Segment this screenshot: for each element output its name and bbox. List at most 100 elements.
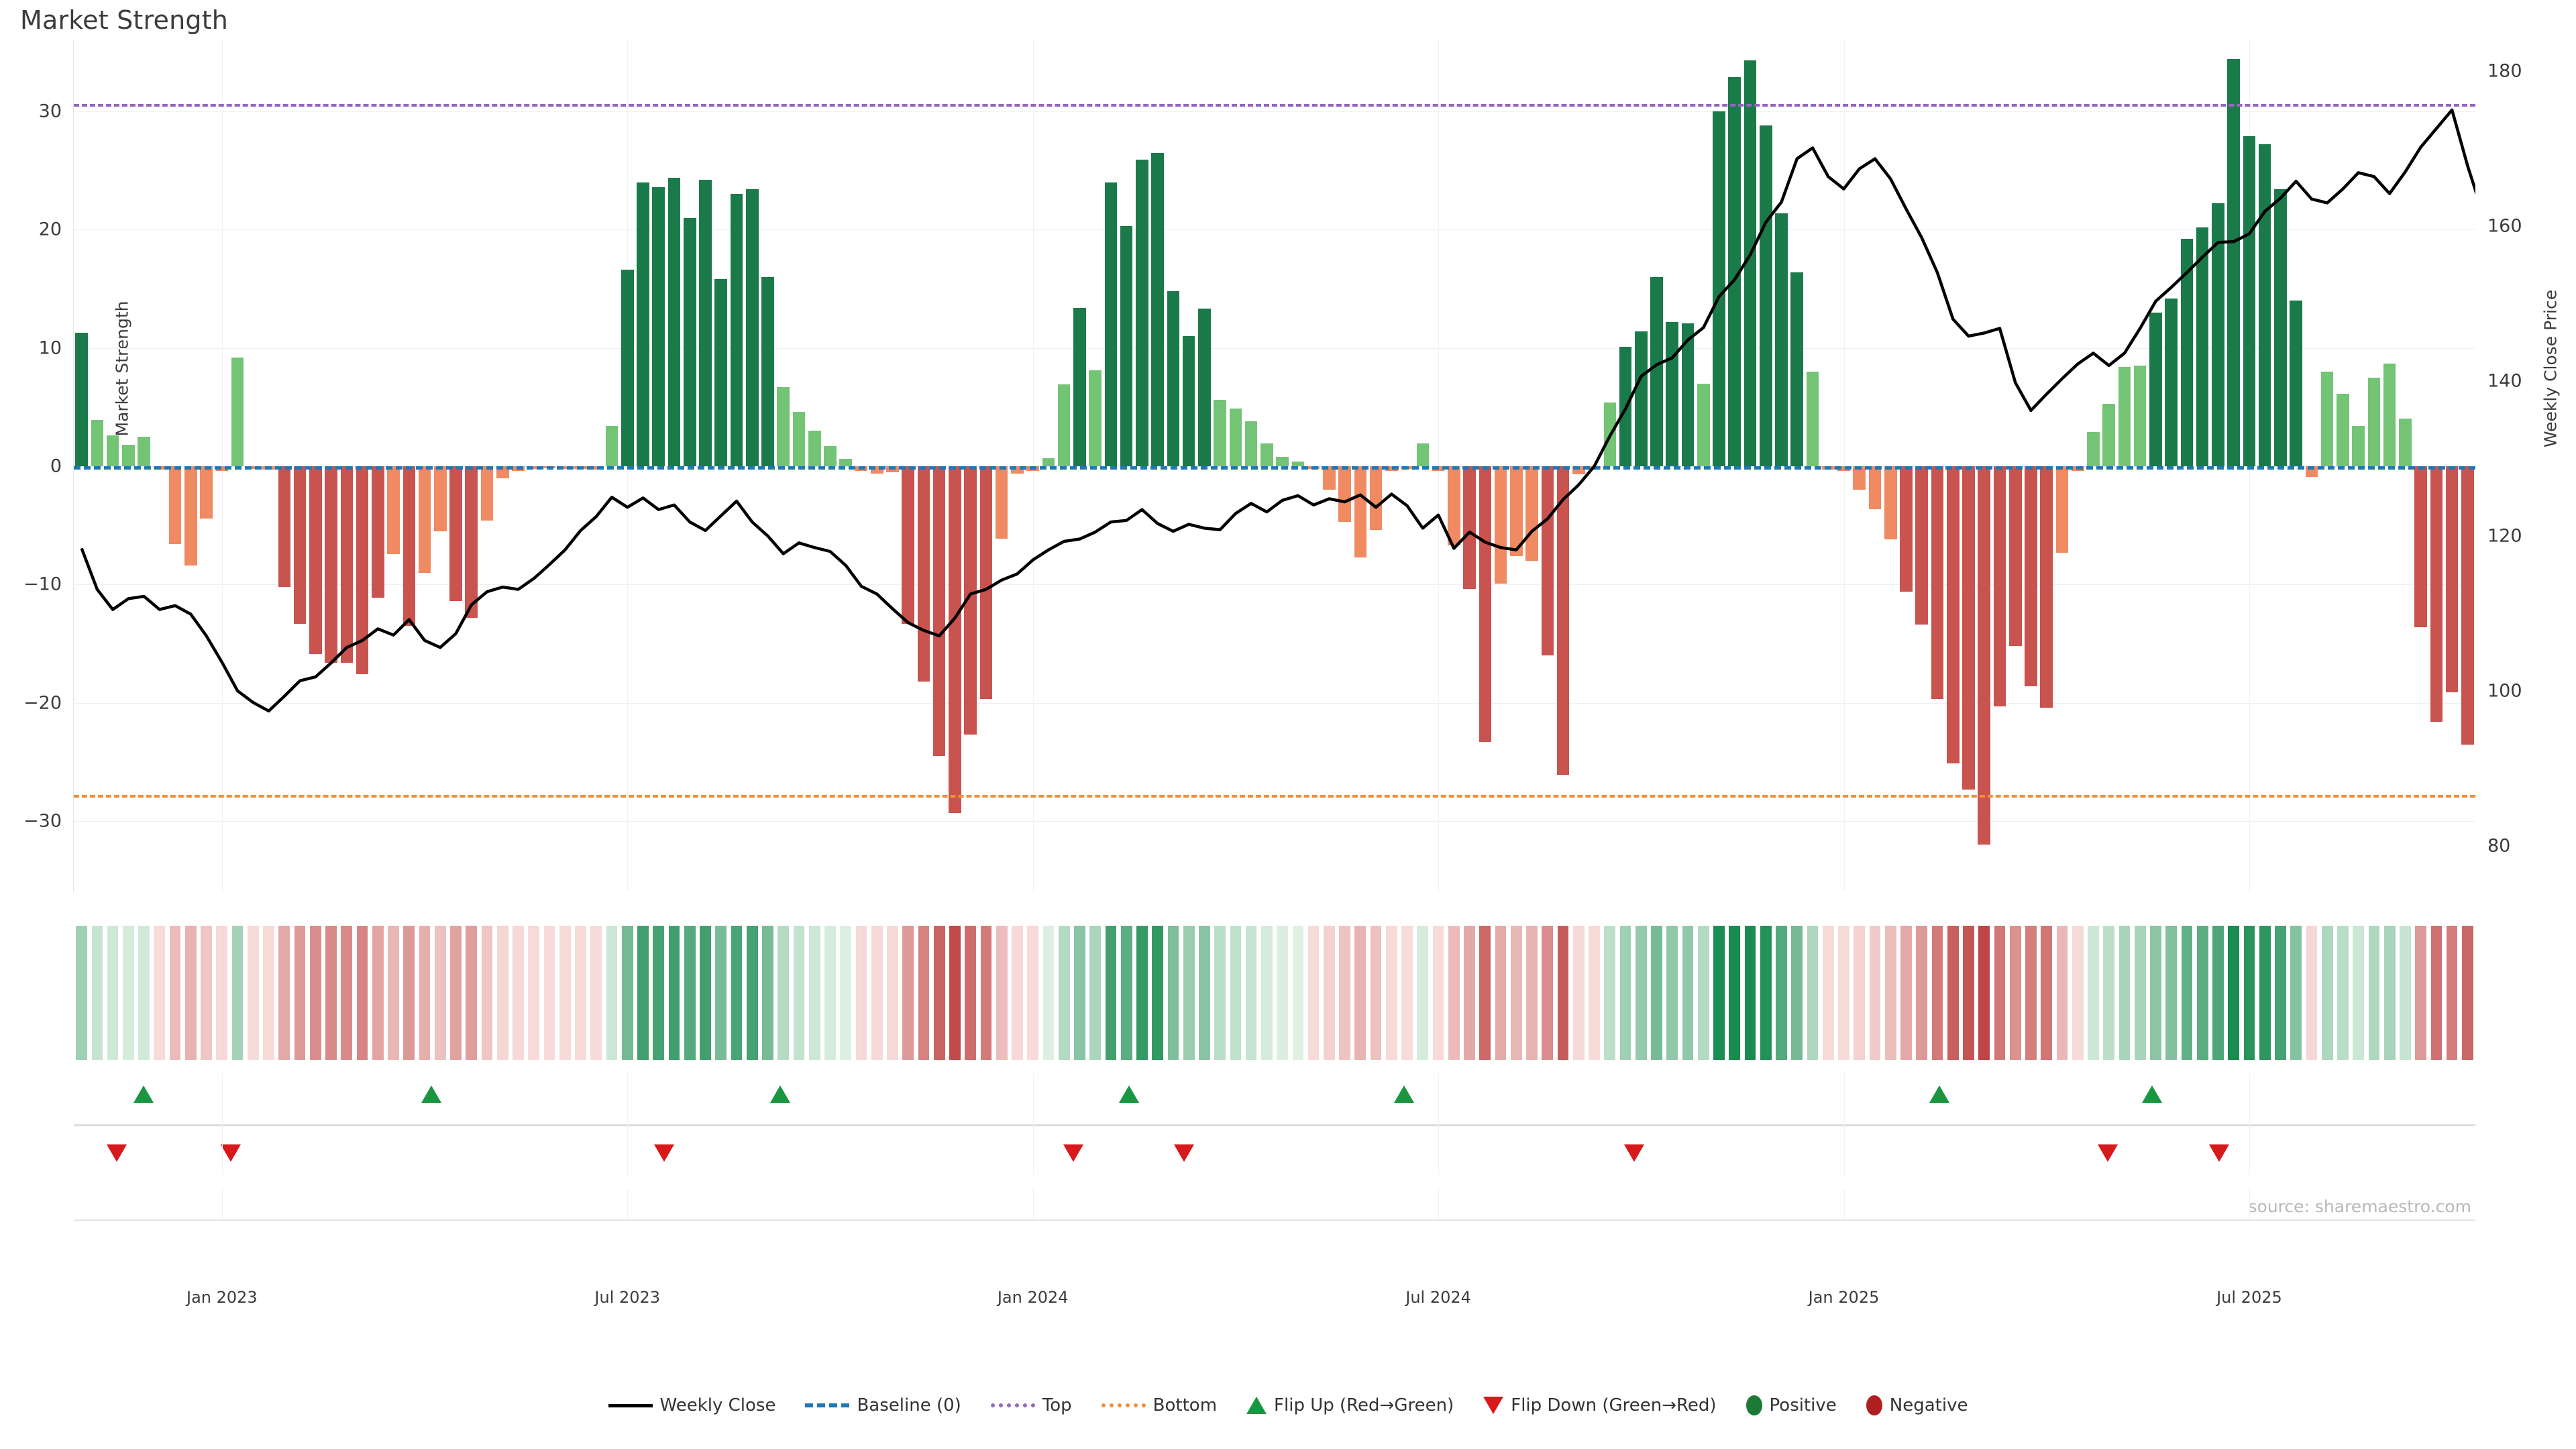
strength-bar <box>824 446 837 466</box>
flip-down-marker-icon <box>2209 1144 2230 1162</box>
gridline-vertical <box>1438 1187 1440 1220</box>
top-dotted-icon <box>990 1403 1035 1407</box>
positive-dot-icon <box>1746 1395 1762 1415</box>
legend-item-positive[interactable]: Positive <box>1746 1395 1837 1415</box>
heat-strip-cell <box>606 926 618 1060</box>
heat-strip-cell <box>918 926 930 1060</box>
strength-bar <box>2445 466 2459 692</box>
heat-strip-cell <box>2088 926 2099 1060</box>
market-strength-plot <box>74 40 2475 892</box>
heat-strip-cell <box>1729 926 1741 1060</box>
heat-strip-cell <box>434 926 446 1060</box>
heat-strip-cell <box>996 926 1008 1060</box>
legend-label: Positive <box>1769 1395 1837 1415</box>
heat-strip-cell <box>902 926 914 1060</box>
flip-down-icon <box>1483 1397 1504 1414</box>
heat-strip-cell <box>1869 926 1881 1060</box>
heat-strip-cell <box>231 926 244 1060</box>
heat-strip-cell <box>2383 926 2396 1060</box>
legend-item-bottom[interactable]: Bottom <box>1101 1395 1218 1415</box>
strength-bar <box>122 445 135 466</box>
y-axis-right-tick: 160 <box>2487 215 2522 237</box>
heat-strip-cell <box>2212 926 2224 1060</box>
strength-bar <box>839 459 852 466</box>
strength-bar <box>1416 443 1430 466</box>
strength-bar <box>2008 466 2022 647</box>
flip-up-marker-icon <box>133 1085 154 1103</box>
x-axis-tick-label: Jan 2025 <box>1808 1288 1880 1307</box>
heat-strip-cell <box>1292 926 1304 1060</box>
strength-bar <box>1276 456 1289 466</box>
heat-strip-cell <box>1791 926 1803 1060</box>
gridline-horizontal <box>74 584 2475 586</box>
x-axis-tick-label: Jan 2023 <box>186 1288 258 1307</box>
strength-bar <box>1900 466 1913 592</box>
heat-strip-cell <box>325 926 337 1060</box>
strength-bar <box>777 386 790 466</box>
strength-bar <box>1323 466 1336 490</box>
strength-bar <box>1354 466 1367 557</box>
strength-bar <box>2367 377 2381 466</box>
heat-strip-cell <box>980 926 992 1060</box>
chart-legend: Weekly Close Baseline (0) Top Bottom Flip Up… <box>0 1395 2576 1415</box>
heat-strip-cell <box>2150 926 2161 1060</box>
strength-bar <box>964 466 977 735</box>
heat-strip-cell <box>1339 926 1350 1060</box>
strength-bar <box>683 217 696 466</box>
heat-strip-cell <box>496 926 508 1060</box>
heat-strip-cell <box>138 926 150 1060</box>
gridline-vertical <box>2249 1187 2250 1220</box>
strength-bar <box>1510 466 1523 557</box>
heat-strip-cell <box>2196 926 2208 1060</box>
gridline-horizontal <box>74 821 2475 822</box>
strength-bar <box>1978 466 1991 845</box>
strength-bar <box>1650 276 1663 466</box>
legend-label: Bottom <box>1152 1395 1218 1415</box>
legend-item-weekly-close[interactable]: Weekly Close <box>608 1395 775 1415</box>
flip-up-marker-icon <box>1929 1085 1950 1103</box>
strength-bar <box>1868 466 1882 509</box>
heat-strip-cell <box>793 926 805 1060</box>
heat-strip-cell <box>1682 926 1694 1060</box>
strength-bar <box>1806 371 1819 466</box>
heat-strip-cell <box>1245 926 1257 1060</box>
heat-strip-cell <box>1604 926 1616 1060</box>
legend-label: Flip Up (Red→Green) <box>1274 1395 1454 1415</box>
strength-bar <box>1448 466 1460 546</box>
bottom-dotted-icon <box>1101 1403 1146 1407</box>
heat-strip-cell <box>1589 926 1600 1060</box>
legend-item-top[interactable]: Top <box>990 1395 1072 1415</box>
gridline-vertical <box>221 1073 223 1174</box>
heat-strip-cell <box>216 926 228 1060</box>
strength-bar <box>2025 466 2037 687</box>
strength-bar <box>1946 466 1960 763</box>
heat-strip-cell <box>762 926 773 1060</box>
heat-strip-cell <box>278 926 290 1060</box>
strength-bar <box>465 466 478 618</box>
heat-strip-cell <box>528 926 540 1060</box>
heat-strip-cell <box>2353 926 2364 1060</box>
gridline-vertical <box>1843 1187 1845 1220</box>
heat-strip-cell <box>2321 926 2333 1060</box>
legend-item-flip-up[interactable]: Flip Up (Red→Green) <box>1246 1395 1454 1415</box>
heat-strip-cell <box>201 926 212 1060</box>
y-axis-left-tick: 30 <box>38 101 62 122</box>
y-axis-left-tick: −10 <box>23 574 62 595</box>
legend-item-flip-down[interactable]: Flip Down (Green→Red) <box>1483 1395 1717 1415</box>
strength-bar <box>1198 309 1211 466</box>
legend-item-baseline[interactable]: Baseline (0) <box>805 1395 961 1415</box>
flip-down-marker-icon <box>1063 1144 1083 1162</box>
heat-strip-cell <box>1136 926 1148 1060</box>
heat-strip-cell <box>2462 926 2473 1060</box>
main-chart-panel: Market Strength Weekly Close Price −30 −2… <box>23 40 2561 892</box>
strength-bar <box>932 466 946 757</box>
heat-strip-cell <box>1105 926 1117 1060</box>
gridline-horizontal <box>74 229 2475 231</box>
heat-strip-cell <box>1916 926 1928 1060</box>
flip-down-marker-icon <box>221 1144 241 1162</box>
strength-bar <box>949 466 961 813</box>
legend-item-negative[interactable]: Negative <box>1866 1395 1968 1415</box>
heat-strip-cell <box>2009 926 2021 1060</box>
heat-strip-cell <box>341 926 353 1060</box>
heat-strip-cell <box>559 926 571 1060</box>
